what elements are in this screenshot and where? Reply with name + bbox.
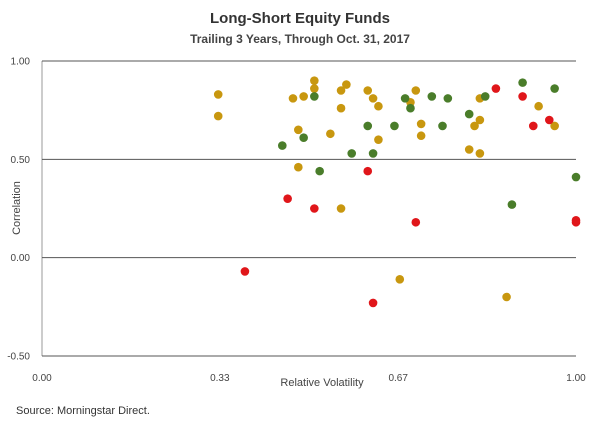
chart-title: Long-Short Equity Funds [210, 10, 390, 27]
data-point [518, 78, 527, 87]
data-point [326, 129, 335, 139]
data-point [310, 204, 319, 213]
data-point [502, 292, 511, 302]
data-point [427, 92, 437, 101]
data-point [395, 275, 405, 284]
data-point [491, 84, 501, 93]
data-point [315, 166, 324, 176]
y-tick-label: 0.50 [11, 155, 31, 166]
x-axis-label: Relative Volatility [280, 377, 364, 389]
data-point [390, 121, 399, 131]
data-point [571, 217, 581, 227]
data-point [347, 149, 357, 158]
y-tick-label: 1.00 [11, 57, 31, 68]
data-point [368, 94, 378, 103]
gridlines [41, 60, 576, 357]
data-point [470, 121, 479, 131]
data-point [363, 166, 373, 176]
data-point [406, 103, 415, 113]
data-point [416, 119, 426, 129]
source-note: Source: Morningstar Direct. [16, 405, 150, 417]
data-point [368, 149, 378, 158]
data-point [342, 80, 351, 89]
y-tick-label: 0.00 [11, 253, 31, 264]
data-point [213, 111, 223, 121]
data-point [411, 86, 421, 95]
data-point [294, 125, 303, 135]
data-point [363, 86, 373, 95]
x-axis-ticks: 0.00 0.33 0.67 1.00 [32, 373, 586, 384]
data-point [464, 145, 474, 154]
data-point [310, 92, 319, 101]
data-point [480, 92, 490, 101]
data-point [571, 172, 581, 182]
chart-subtitle: Trailing 3 Years, Through Oct. 31, 2017 [190, 32, 410, 46]
data-point [464, 109, 474, 119]
data-point [534, 101, 543, 111]
data-point [336, 86, 346, 95]
data-point [443, 94, 453, 103]
data-point [368, 298, 378, 308]
x-tick-label: 0.00 [32, 373, 52, 384]
data-point [336, 103, 346, 113]
data-point [416, 131, 426, 141]
data-point [336, 204, 346, 213]
data-point [288, 94, 298, 103]
data-point [475, 115, 485, 125]
data-point [374, 101, 383, 111]
data-point [374, 135, 383, 144]
data-point [518, 92, 527, 101]
y-tick-label: -0.50 [7, 352, 30, 363]
data-point [294, 162, 303, 172]
data-points [213, 76, 581, 308]
data-point [475, 149, 485, 158]
data-point [545, 115, 554, 125]
data-point [310, 76, 319, 85]
x-tick-label: 0.67 [388, 373, 408, 384]
data-point [507, 200, 517, 209]
data-point [240, 267, 250, 276]
data-point [550, 84, 559, 93]
data-point [310, 84, 319, 93]
data-point [528, 121, 538, 131]
data-point [550, 121, 559, 131]
data-point [299, 133, 308, 142]
y-axis-label: Correlation [11, 181, 23, 235]
data-point [400, 94, 410, 103]
data-point [438, 121, 447, 131]
data-point [411, 217, 421, 227]
x-tick-label: 0.33 [210, 373, 230, 384]
data-point [278, 141, 287, 150]
y-axis-ticks: 1.00 0.50 0.00 -0.50 [7, 57, 30, 363]
data-point [213, 90, 223, 99]
x-tick-label: 1.00 [566, 373, 586, 384]
data-point [363, 121, 373, 131]
data-point [299, 92, 308, 101]
data-point [283, 194, 292, 203]
